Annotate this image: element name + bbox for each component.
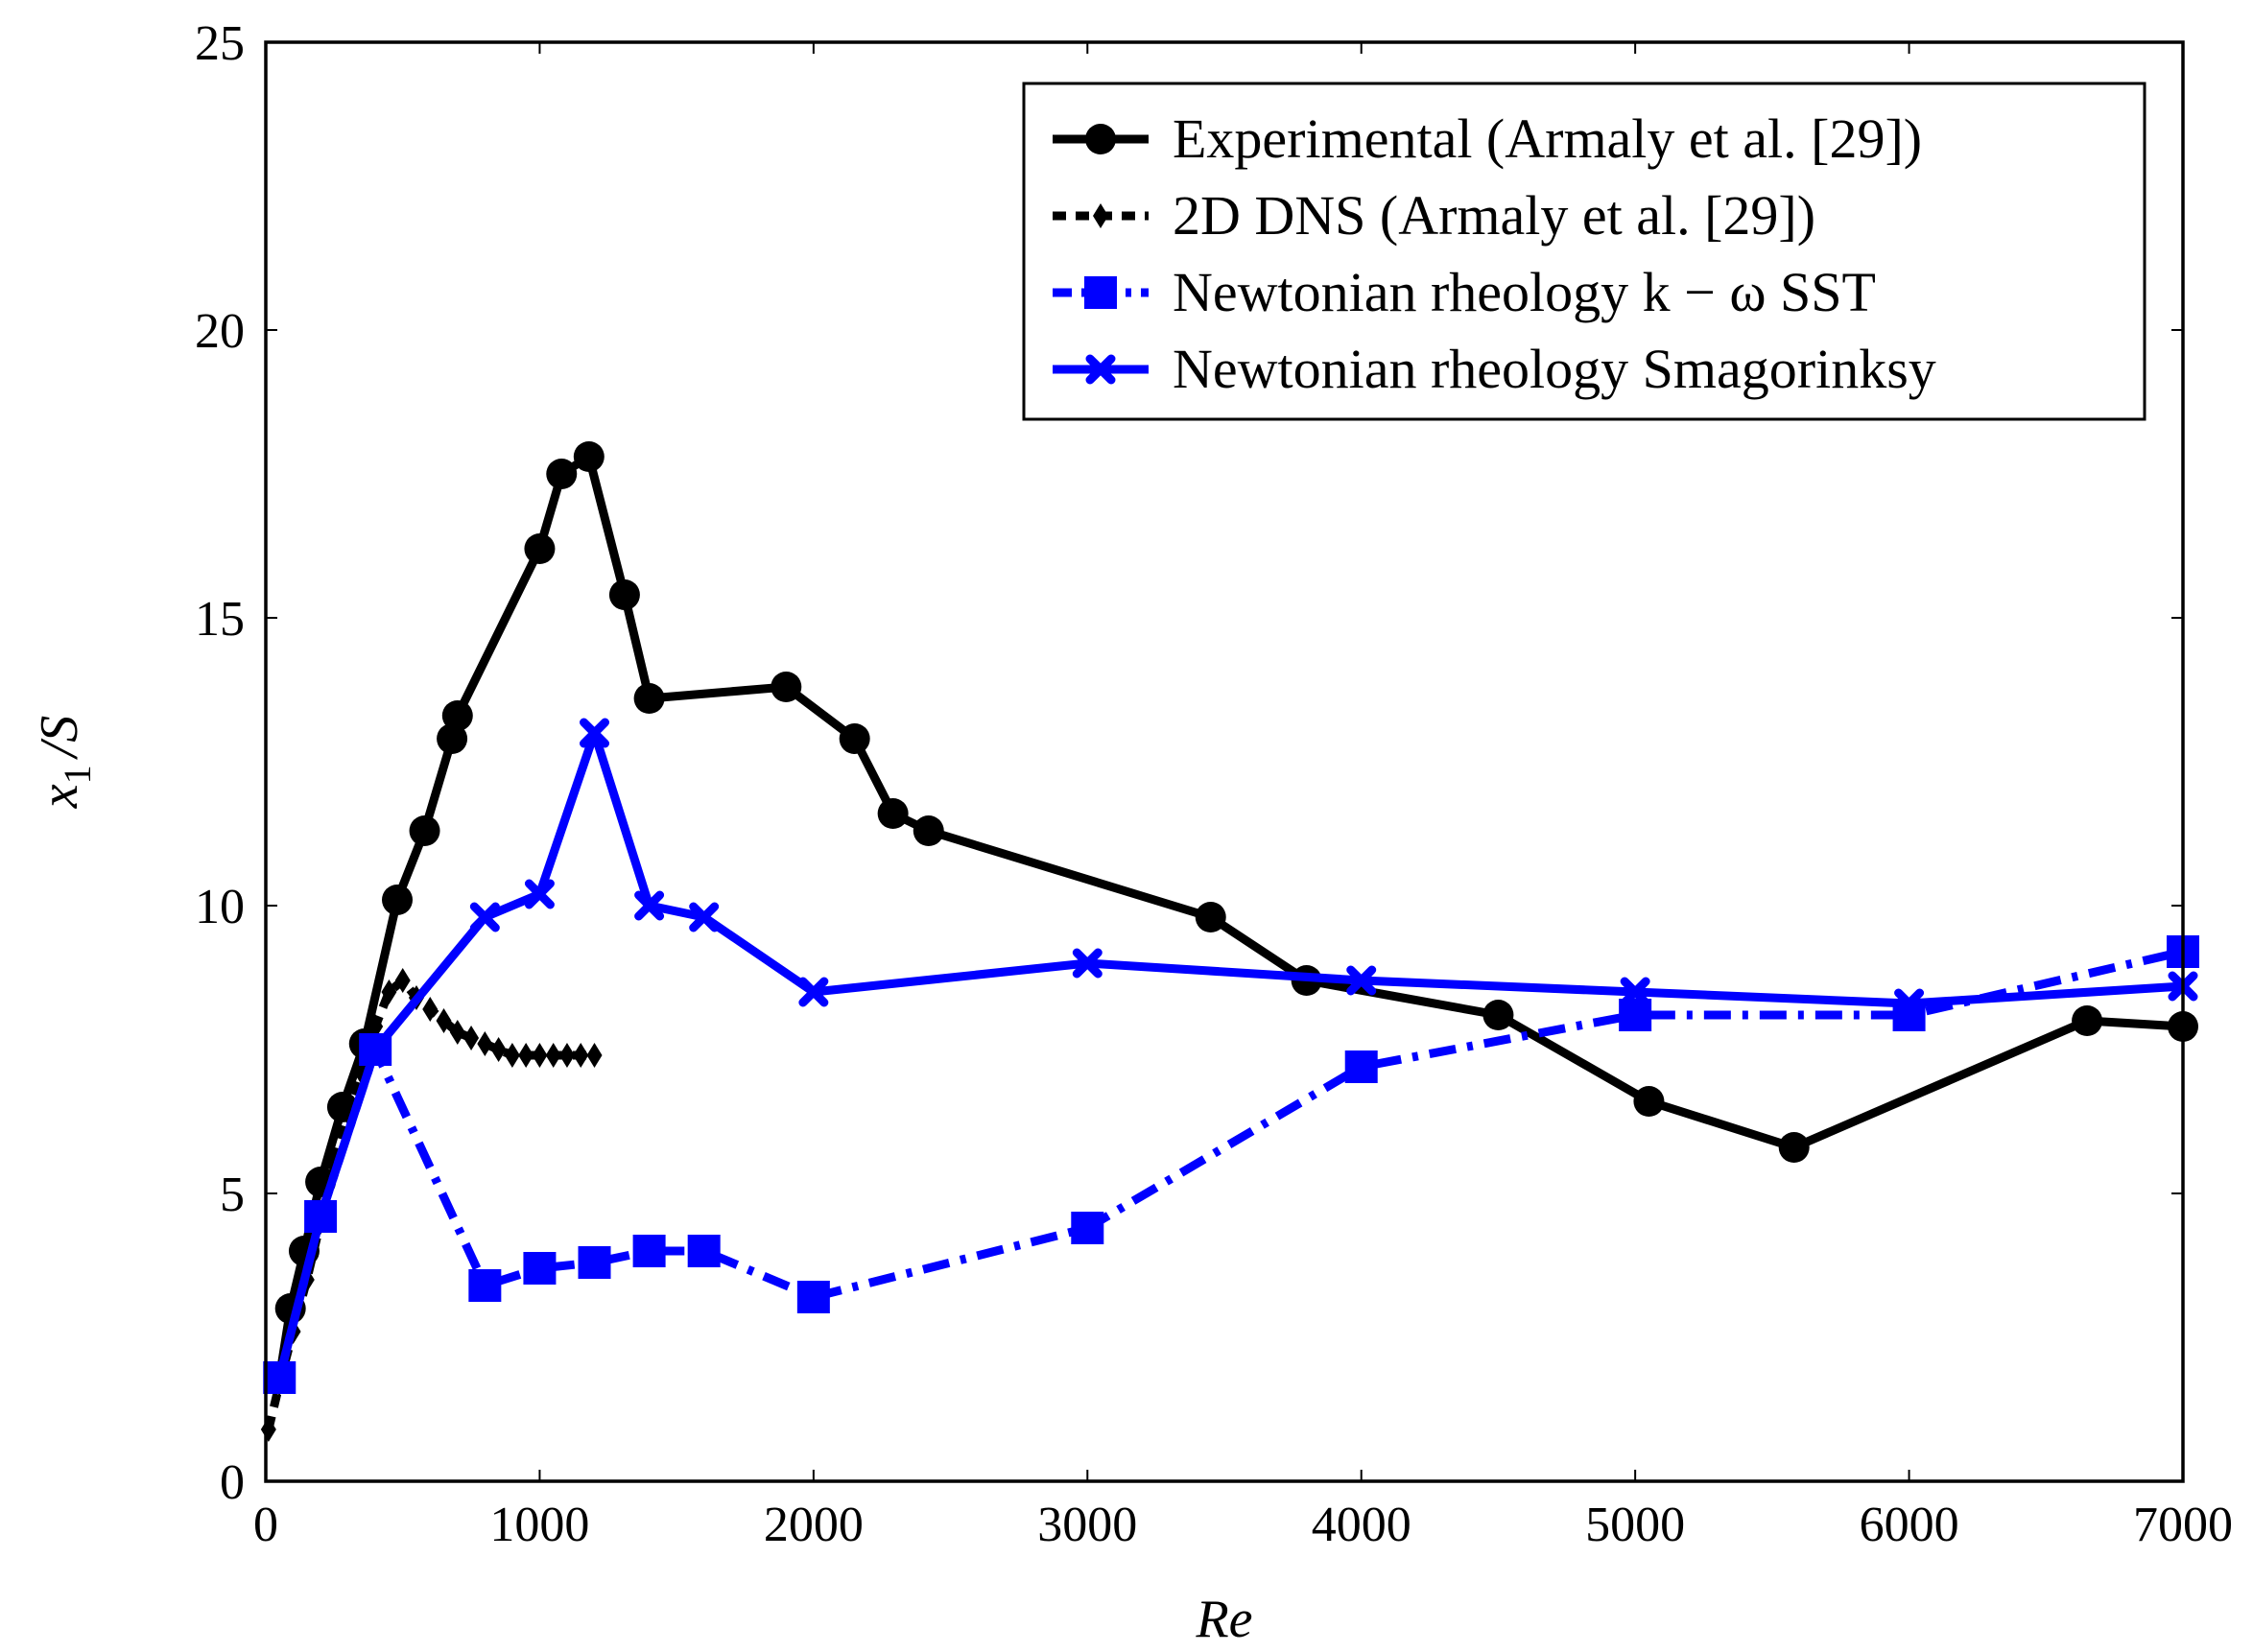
x-axis-title: Re <box>1195 1590 1252 1649</box>
data-point <box>771 672 802 702</box>
legend-marker <box>1093 203 1108 228</box>
data-point <box>1344 1050 1378 1083</box>
data-point <box>545 1043 561 1068</box>
legend-label: 2D DNS (Armaly et al. [29]) <box>1173 184 1815 247</box>
data-point <box>580 718 610 748</box>
data-point <box>839 723 870 754</box>
legend: Experimental (Armaly et al. [29]) 2D DNS … <box>1022 82 2146 421</box>
legend-box <box>1022 82 2146 421</box>
x-tick-label: 4000 <box>1312 1498 1411 1552</box>
x-tick-label: 3000 <box>1037 1498 1137 1552</box>
data-point <box>1346 965 1377 996</box>
legend-label: Newtonian rheology Smagorinksy <box>1173 338 1936 400</box>
x-tick-label: 7000 <box>2133 1498 2233 1552</box>
data-point <box>368 1014 384 1039</box>
data-point <box>689 902 720 932</box>
y-tick-label: 0 <box>220 1455 245 1510</box>
svg-text:x1/S: x1/S <box>30 716 99 809</box>
data-point <box>1778 1132 1810 1163</box>
series-line <box>274 947 2185 1380</box>
data-point <box>469 902 500 932</box>
data-point <box>518 1043 534 1068</box>
data-point <box>586 1043 603 1068</box>
legend-entry-1: Experimental (Armaly et al. [29]) <box>1053 107 1922 170</box>
data-point <box>523 1252 557 1285</box>
data-point <box>449 1020 465 1045</box>
x-tick-label: 5000 <box>1585 1498 1685 1552</box>
data-point <box>1633 1086 1665 1117</box>
plot-frame <box>264 40 2185 1483</box>
data-point <box>913 815 944 846</box>
data-point <box>381 979 397 1004</box>
legend-label: Newtonian rheology k − ω SST <box>1173 261 1876 323</box>
data-point <box>360 1034 391 1065</box>
data-point <box>1620 977 1650 1007</box>
data-point <box>524 533 556 564</box>
data-point <box>532 1043 548 1068</box>
data-point <box>546 459 578 489</box>
legend-marker <box>1085 124 1116 154</box>
data-point <box>382 885 414 915</box>
legend-marker <box>1085 354 1116 385</box>
x-tick-label: 2000 <box>764 1498 864 1552</box>
data-point <box>578 1246 611 1279</box>
legend-entry-2: 2D DNS (Armaly et al. [29]) <box>1053 184 1815 247</box>
x-tick-label: 6000 <box>1860 1498 1959 1552</box>
y-tick-label: 25 <box>195 16 245 71</box>
data-point <box>409 815 440 846</box>
data-point <box>687 1235 721 1267</box>
data-point <box>632 1235 666 1267</box>
data-point <box>463 1026 480 1050</box>
data-point <box>633 683 665 714</box>
data-point <box>1071 1212 1104 1244</box>
data-point <box>437 723 468 754</box>
y-tick-label: 5 <box>220 1168 245 1222</box>
x-tick-label: 1000 <box>489 1498 589 1552</box>
y-axis-title: x1/S <box>30 716 99 809</box>
data-point <box>573 1043 589 1068</box>
x-tick-label: 0 <box>253 1498 278 1552</box>
data-point <box>524 879 555 909</box>
data-point <box>558 1043 575 1068</box>
data-point <box>264 1362 295 1393</box>
data-point <box>436 1008 452 1033</box>
data-point <box>634 890 665 921</box>
y-tick-label: 15 <box>195 592 245 647</box>
data-point <box>490 1037 507 1062</box>
data-point <box>1482 1000 1514 1030</box>
data-point <box>422 997 439 1022</box>
data-point <box>1072 948 1103 979</box>
data-point <box>608 579 640 610</box>
data-point <box>573 441 605 472</box>
legend-marker <box>1084 276 1117 309</box>
legend-entry-4: Newtonian rheology Smagorinksy <box>1053 338 1936 400</box>
data-point <box>441 700 473 731</box>
data-point <box>477 1031 493 1056</box>
data-point <box>468 1269 502 1302</box>
series-line <box>274 728 2184 1380</box>
y-tick-label: 10 <box>195 880 245 934</box>
legend-entry-3: Newtonian rheology k − ω SST <box>1053 261 1876 323</box>
data-point <box>504 1043 520 1068</box>
y-tick-label: 20 <box>195 304 245 359</box>
data-point <box>798 977 829 1007</box>
data-point <box>1894 988 1925 1019</box>
series-4 <box>264 718 2198 1393</box>
data-point <box>877 798 909 829</box>
data-point <box>1195 902 1226 932</box>
data-point <box>394 968 411 993</box>
series-1 <box>264 441 2198 1393</box>
series-line <box>274 452 2184 1379</box>
data-point <box>305 1201 336 1232</box>
data-point <box>796 1281 830 1313</box>
data-point <box>2072 1005 2103 1036</box>
legend-label: Experimental (Armaly et al. [29]) <box>1173 107 1922 170</box>
